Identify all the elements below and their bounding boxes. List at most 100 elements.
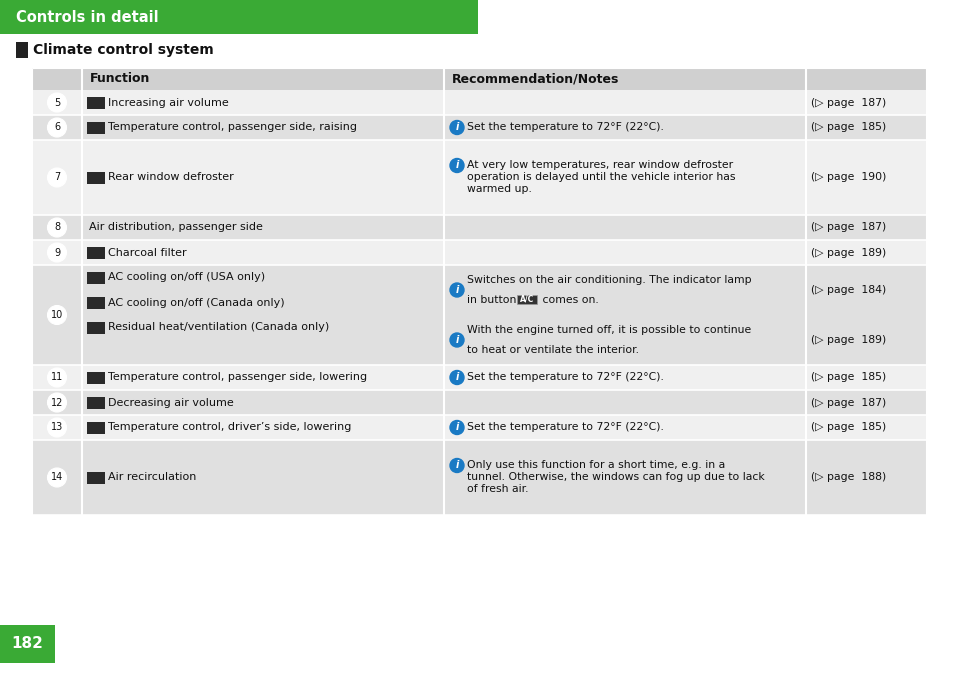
Text: Air distribution, passenger side: Air distribution, passenger side: [89, 223, 263, 232]
Text: Controls in detail: Controls in detail: [16, 9, 158, 24]
Text: Climate control system: Climate control system: [33, 43, 213, 57]
Text: tunnel. Otherwise, the windows can fog up due to lack: tunnel. Otherwise, the windows can fog u…: [467, 472, 764, 483]
Text: 8: 8: [54, 223, 60, 232]
Text: 10: 10: [51, 310, 63, 320]
Text: Decreasing air volume: Decreasing air volume: [108, 398, 233, 407]
Text: 182: 182: [11, 637, 44, 651]
Text: (▷ page  187): (▷ page 187): [810, 98, 885, 108]
Circle shape: [48, 306, 67, 324]
Bar: [32, 215, 925, 240]
Text: comes on.: comes on.: [538, 295, 598, 305]
Text: A/C: A/C: [519, 295, 534, 304]
Bar: [87, 122, 105, 133]
Bar: [87, 96, 105, 108]
Bar: [32, 140, 925, 215]
Circle shape: [450, 159, 463, 172]
Bar: [32, 115, 925, 140]
Text: i: i: [455, 160, 458, 170]
Circle shape: [48, 243, 67, 262]
Bar: [32, 265, 925, 365]
Text: At very low temperatures, rear window defroster: At very low temperatures, rear window de…: [467, 160, 732, 170]
Circle shape: [450, 283, 463, 297]
Text: AC cooling on/off (Canada only): AC cooling on/off (Canada only): [108, 297, 284, 308]
Text: With the engine turned off, it is possible to continue: With the engine turned off, it is possib…: [467, 325, 750, 335]
Circle shape: [450, 371, 463, 384]
Text: 14: 14: [51, 472, 63, 483]
Text: (▷ page  184): (▷ page 184): [810, 285, 885, 295]
Bar: [0, 625, 55, 663]
Circle shape: [48, 93, 67, 112]
Text: Increasing air volume: Increasing air volume: [108, 98, 229, 108]
Circle shape: [450, 458, 463, 472]
Text: 9: 9: [54, 248, 60, 258]
Text: i: i: [455, 372, 458, 382]
Bar: [87, 396, 105, 409]
Text: 12: 12: [51, 398, 63, 407]
Text: 6: 6: [54, 122, 60, 133]
Circle shape: [48, 393, 67, 412]
Text: AC cooling on/off (USA only): AC cooling on/off (USA only): [108, 273, 265, 283]
Text: (▷ page  189): (▷ page 189): [810, 335, 885, 345]
Text: in button: in button: [467, 295, 516, 305]
Text: (▷ page  189): (▷ page 189): [810, 248, 885, 258]
Text: Charcoal filter: Charcoal filter: [108, 248, 187, 258]
Bar: [32, 365, 925, 390]
Text: (▷ page  185): (▷ page 185): [810, 122, 885, 133]
Text: Temperature control, passenger side, raising: Temperature control, passenger side, rai…: [108, 122, 356, 133]
Circle shape: [48, 368, 67, 387]
Text: 7: 7: [53, 172, 60, 182]
Circle shape: [48, 468, 67, 487]
Text: (▷ page  187): (▷ page 187): [810, 398, 885, 407]
Text: 11: 11: [51, 372, 63, 382]
Bar: [32, 68, 925, 90]
Text: Set the temperature to 72°F (22°C).: Set the temperature to 72°F (22°C).: [467, 372, 663, 382]
Text: Only use this function for a short time, e.g. in a: Only use this function for a short time,…: [467, 460, 724, 470]
Text: Set the temperature to 72°F (22°C).: Set the temperature to 72°F (22°C).: [467, 423, 663, 433]
Bar: [87, 297, 105, 308]
Circle shape: [48, 168, 67, 187]
Text: 5: 5: [53, 98, 60, 108]
Bar: [0, 0, 477, 34]
Bar: [87, 246, 105, 258]
Text: (▷ page  185): (▷ page 185): [810, 372, 885, 382]
Bar: [87, 421, 105, 433]
Bar: [32, 90, 925, 115]
Text: i: i: [455, 335, 458, 345]
Text: Residual heat/ventilation (Canada only): Residual heat/ventilation (Canada only): [108, 322, 329, 332]
Text: to heat or ventilate the interior.: to heat or ventilate the interior.: [467, 345, 639, 355]
Bar: [16, 42, 28, 58]
Text: of fresh air.: of fresh air.: [467, 485, 528, 495]
Bar: [87, 271, 105, 283]
Text: operation is delayed until the vehicle interior has: operation is delayed until the vehicle i…: [467, 172, 735, 182]
Text: Temperature control, passenger side, lowering: Temperature control, passenger side, low…: [108, 372, 367, 382]
Text: (▷ page  190): (▷ page 190): [810, 172, 885, 182]
Bar: [517, 295, 537, 304]
Circle shape: [450, 421, 463, 435]
Bar: [32, 415, 925, 440]
Text: (▷ page  185): (▷ page 185): [810, 423, 885, 433]
Text: Recommendation/Notes: Recommendation/Notes: [452, 73, 618, 85]
Bar: [32, 390, 925, 415]
Text: 13: 13: [51, 423, 63, 433]
Circle shape: [450, 333, 463, 347]
Bar: [87, 371, 105, 384]
Circle shape: [450, 120, 463, 135]
Bar: [87, 322, 105, 334]
Text: warmed up.: warmed up.: [467, 184, 532, 194]
Text: Temperature control, driver’s side, lowering: Temperature control, driver’s side, lowe…: [108, 423, 351, 433]
Text: Rear window defroster: Rear window defroster: [108, 172, 233, 182]
Text: i: i: [455, 423, 458, 433]
Bar: [87, 472, 105, 483]
Text: Switches on the air conditioning. The indicator lamp: Switches on the air conditioning. The in…: [467, 275, 751, 285]
Bar: [32, 68, 925, 515]
Circle shape: [48, 218, 67, 237]
Bar: [32, 240, 925, 265]
Text: Set the temperature to 72°F (22°C).: Set the temperature to 72°F (22°C).: [467, 122, 663, 133]
Text: Function: Function: [90, 73, 151, 85]
Circle shape: [48, 118, 67, 137]
Text: i: i: [455, 122, 458, 133]
Text: (▷ page  187): (▷ page 187): [810, 223, 885, 232]
Text: Air recirculation: Air recirculation: [108, 472, 196, 483]
Circle shape: [48, 418, 67, 437]
Bar: [87, 172, 105, 184]
